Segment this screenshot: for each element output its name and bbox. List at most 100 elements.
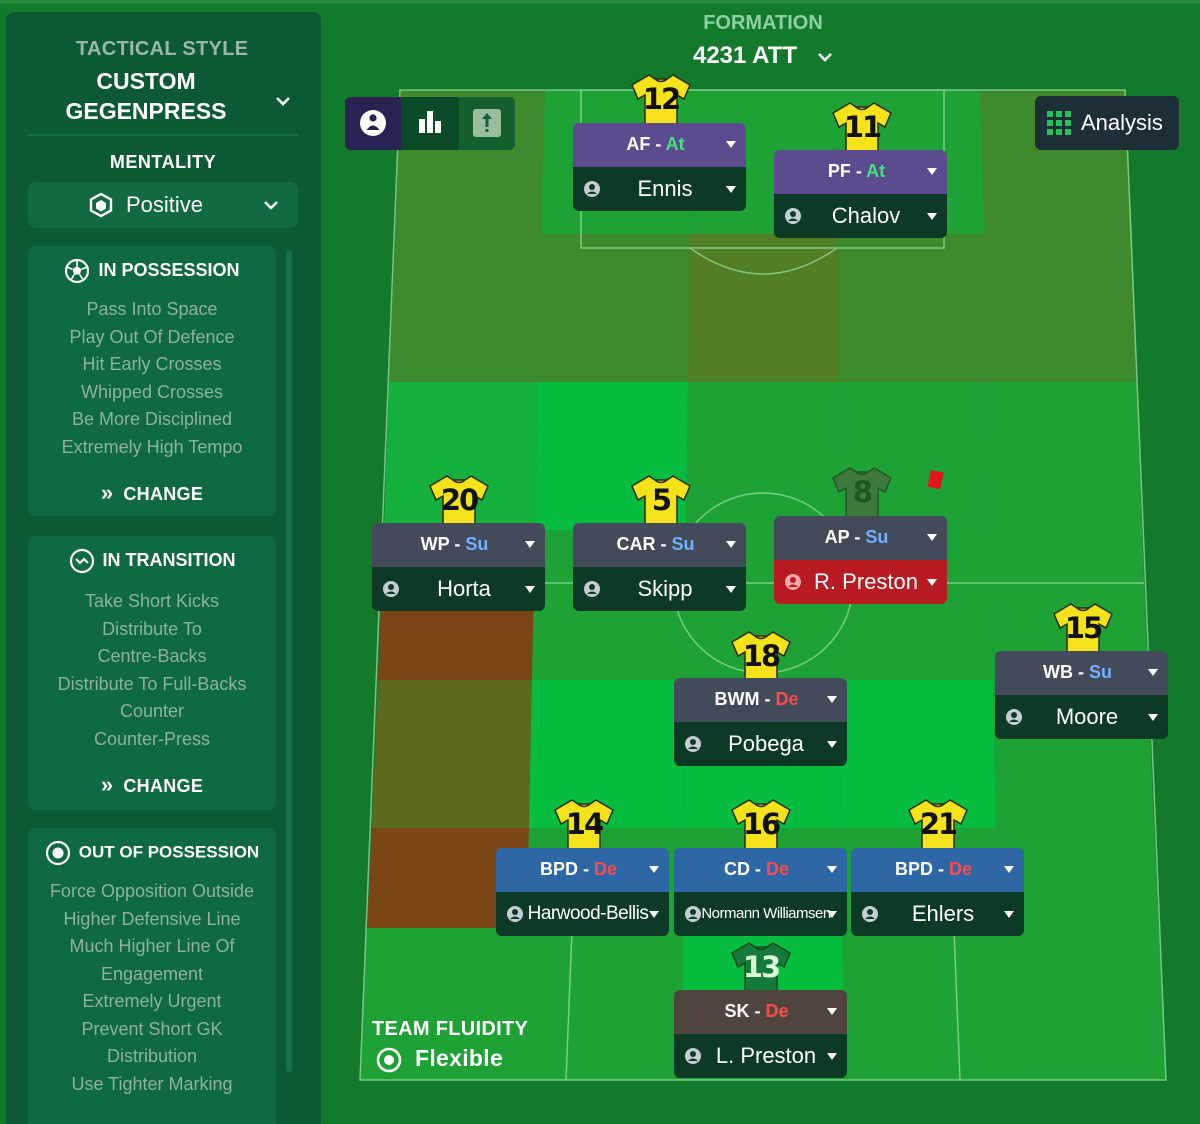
shirt-icon <box>832 467 892 526</box>
role-name: AF <box>626 134 651 154</box>
player-selector[interactable]: Ennis <box>573 167 746 211</box>
shirt-icon <box>1053 603 1113 662</box>
player-shirt[interactable]: 13 <box>729 940 793 1002</box>
player-card[interactable]: BPD - De Ehlers <box>851 848 1024 936</box>
role-selector[interactable]: SK - De <box>674 990 847 1034</box>
role-selector[interactable]: BPD - De <box>496 848 669 892</box>
in-possession-title: IN POSSESSION <box>28 258 276 284</box>
player-card[interactable]: PF - At Chalov <box>774 150 947 238</box>
role-duty: De <box>765 859 789 879</box>
formation-dropdown[interactable]: 4231 ATT <box>692 42 798 69</box>
player-shirt[interactable]: 20 <box>427 473 491 535</box>
instruction-icon <box>473 109 501 137</box>
player-shirt[interactable]: 11 <box>830 100 894 162</box>
player-shirt[interactable]: 15 <box>1051 601 1115 663</box>
double-chevron-right-icon: » <box>100 480 114 505</box>
player-selector[interactable]: Pobega <box>674 722 847 766</box>
player-selector[interactable]: Horta <box>372 567 545 611</box>
player-shirt[interactable]: 12 <box>629 72 693 134</box>
role-name: BPD <box>894 859 933 879</box>
player-shirt[interactable]: 14 <box>552 797 616 859</box>
player-card[interactable]: BPD - De Harwood-Bellis <box>496 848 669 936</box>
player-card[interactable]: CD - De Normann Williamsen <box>674 848 847 936</box>
player-card[interactable]: CAR - Su Skipp <box>573 523 746 611</box>
person-icon <box>785 574 801 590</box>
shirt-icon <box>731 799 791 858</box>
player-shirt[interactable]: 5 <box>629 473 693 535</box>
dropdown-arrow-icon <box>525 586 535 593</box>
out-of-possession-panel: OUT OF POSSESSION Force Opposition Outsi… <box>28 828 276 1124</box>
player-selector[interactable]: Skipp <box>573 567 746 611</box>
chevron-down-icon[interactable] <box>264 198 278 212</box>
player-card[interactable]: BWM - De Pobega <box>674 678 847 766</box>
role-duty: Su <box>671 534 695 554</box>
list-item: Hit Early Crosses <box>82 354 222 374</box>
out-of-possession-title-text: OUT OF POSSESSION <box>78 842 260 862</box>
dropdown-arrow-icon <box>927 534 937 541</box>
player-card[interactable]: AP - Su R. Preston <box>774 516 947 604</box>
team-fluidity-label: TEAM FLUIDITY <box>372 1018 529 1040</box>
role-selector[interactable]: CAR - Su <box>573 523 746 567</box>
chevron-down-icon[interactable] <box>276 94 290 108</box>
player-card[interactable]: SK - De L. Preston <box>674 990 847 1078</box>
dropdown-arrow-icon <box>726 186 736 193</box>
player-selector[interactable]: Harwood-Bellis <box>496 892 669 936</box>
person-icon <box>685 736 701 752</box>
player-shirt[interactable]: 16 <box>729 797 793 859</box>
player-card[interactable]: WP - Su Horta <box>372 523 545 611</box>
mentality-dropdown[interactable]: Positive <box>28 182 298 228</box>
player-name: Pobega <box>728 731 804 756</box>
role-name: PF <box>827 161 851 181</box>
target-icon <box>376 1047 402 1073</box>
shirt-number: 16 <box>742 807 781 841</box>
chevron-down-icon[interactable] <box>818 50 832 64</box>
player-card[interactable]: AF - At Ennis <box>573 123 746 211</box>
analysis-button[interactable]: Analysis <box>1035 96 1179 150</box>
dropdown-arrow-icon <box>1004 911 1014 918</box>
mentality-value: Positive <box>126 192 204 217</box>
role-selector[interactable]: WP - Su <box>372 523 545 567</box>
role-selector[interactable]: CD - De <box>674 848 847 892</box>
shirt-icon <box>731 942 791 1001</box>
football-icon <box>65 258 90 284</box>
role-duty: De <box>775 689 799 709</box>
person-icon <box>685 1048 701 1064</box>
player-view-button[interactable] <box>345 97 401 150</box>
role-selector[interactable]: BWM - De <box>674 678 847 722</box>
role-name: WP <box>420 534 450 554</box>
list-item: Much Higher Line Of <box>69 936 235 956</box>
tactical-style-selector[interactable]: TACTICAL STYLE CUSTOM GEGENPRESS <box>28 34 298 136</box>
player-shirt[interactable]: 8 <box>830 465 894 527</box>
player-shirt[interactable]: 21 <box>906 797 970 859</box>
in-possession-title-text: IN POSSESSION <box>98 259 240 280</box>
player-card[interactable]: WB - Su Moore <box>995 651 1168 739</box>
sidebar-scrollbar[interactable] <box>286 250 292 1072</box>
role-selector[interactable]: WB - Su <box>995 651 1168 695</box>
formation-label: FORMATION <box>703 12 823 34</box>
tactical-style-name-line1: CUSTOM <box>96 68 196 94</box>
stats-view-button[interactable] <box>402 97 458 150</box>
player-selector[interactable]: Chalov <box>774 194 947 238</box>
role-selector[interactable]: AF - At <box>573 123 746 167</box>
instructions-view-button[interactable] <box>459 97 515 150</box>
player-selector[interactable]: Moore <box>995 695 1168 739</box>
shirt-icon <box>731 631 791 690</box>
player-selector[interactable]: Normann Williamsen <box>674 892 847 936</box>
player-name: Chalov <box>831 203 901 228</box>
player-selector[interactable]: Ehlers <box>851 892 1024 936</box>
role-selector[interactable]: PF - At <box>774 150 947 194</box>
shirt-icon <box>631 475 691 534</box>
role-selector[interactable]: AP - Su <box>774 516 947 560</box>
player-selector[interactable]: R. Preston <box>774 560 947 604</box>
dropdown-arrow-icon <box>827 1008 837 1015</box>
in-possession-change-button[interactable]: » CHANGE <box>28 480 276 506</box>
shirt-icon <box>908 799 968 858</box>
player-shirt[interactable]: 18 <box>729 629 793 691</box>
person-icon <box>383 581 399 597</box>
role-selector[interactable]: BPD - De <box>851 848 1024 892</box>
player-name: Ennis <box>637 176 693 201</box>
dropdown-arrow-icon <box>649 911 659 918</box>
player-selector[interactable]: L. Preston <box>674 1034 847 1078</box>
team-fluidity-value[interactable]: Flexible <box>415 1045 504 1071</box>
in-transition-change-button[interactable]: » CHANGE <box>28 772 276 798</box>
